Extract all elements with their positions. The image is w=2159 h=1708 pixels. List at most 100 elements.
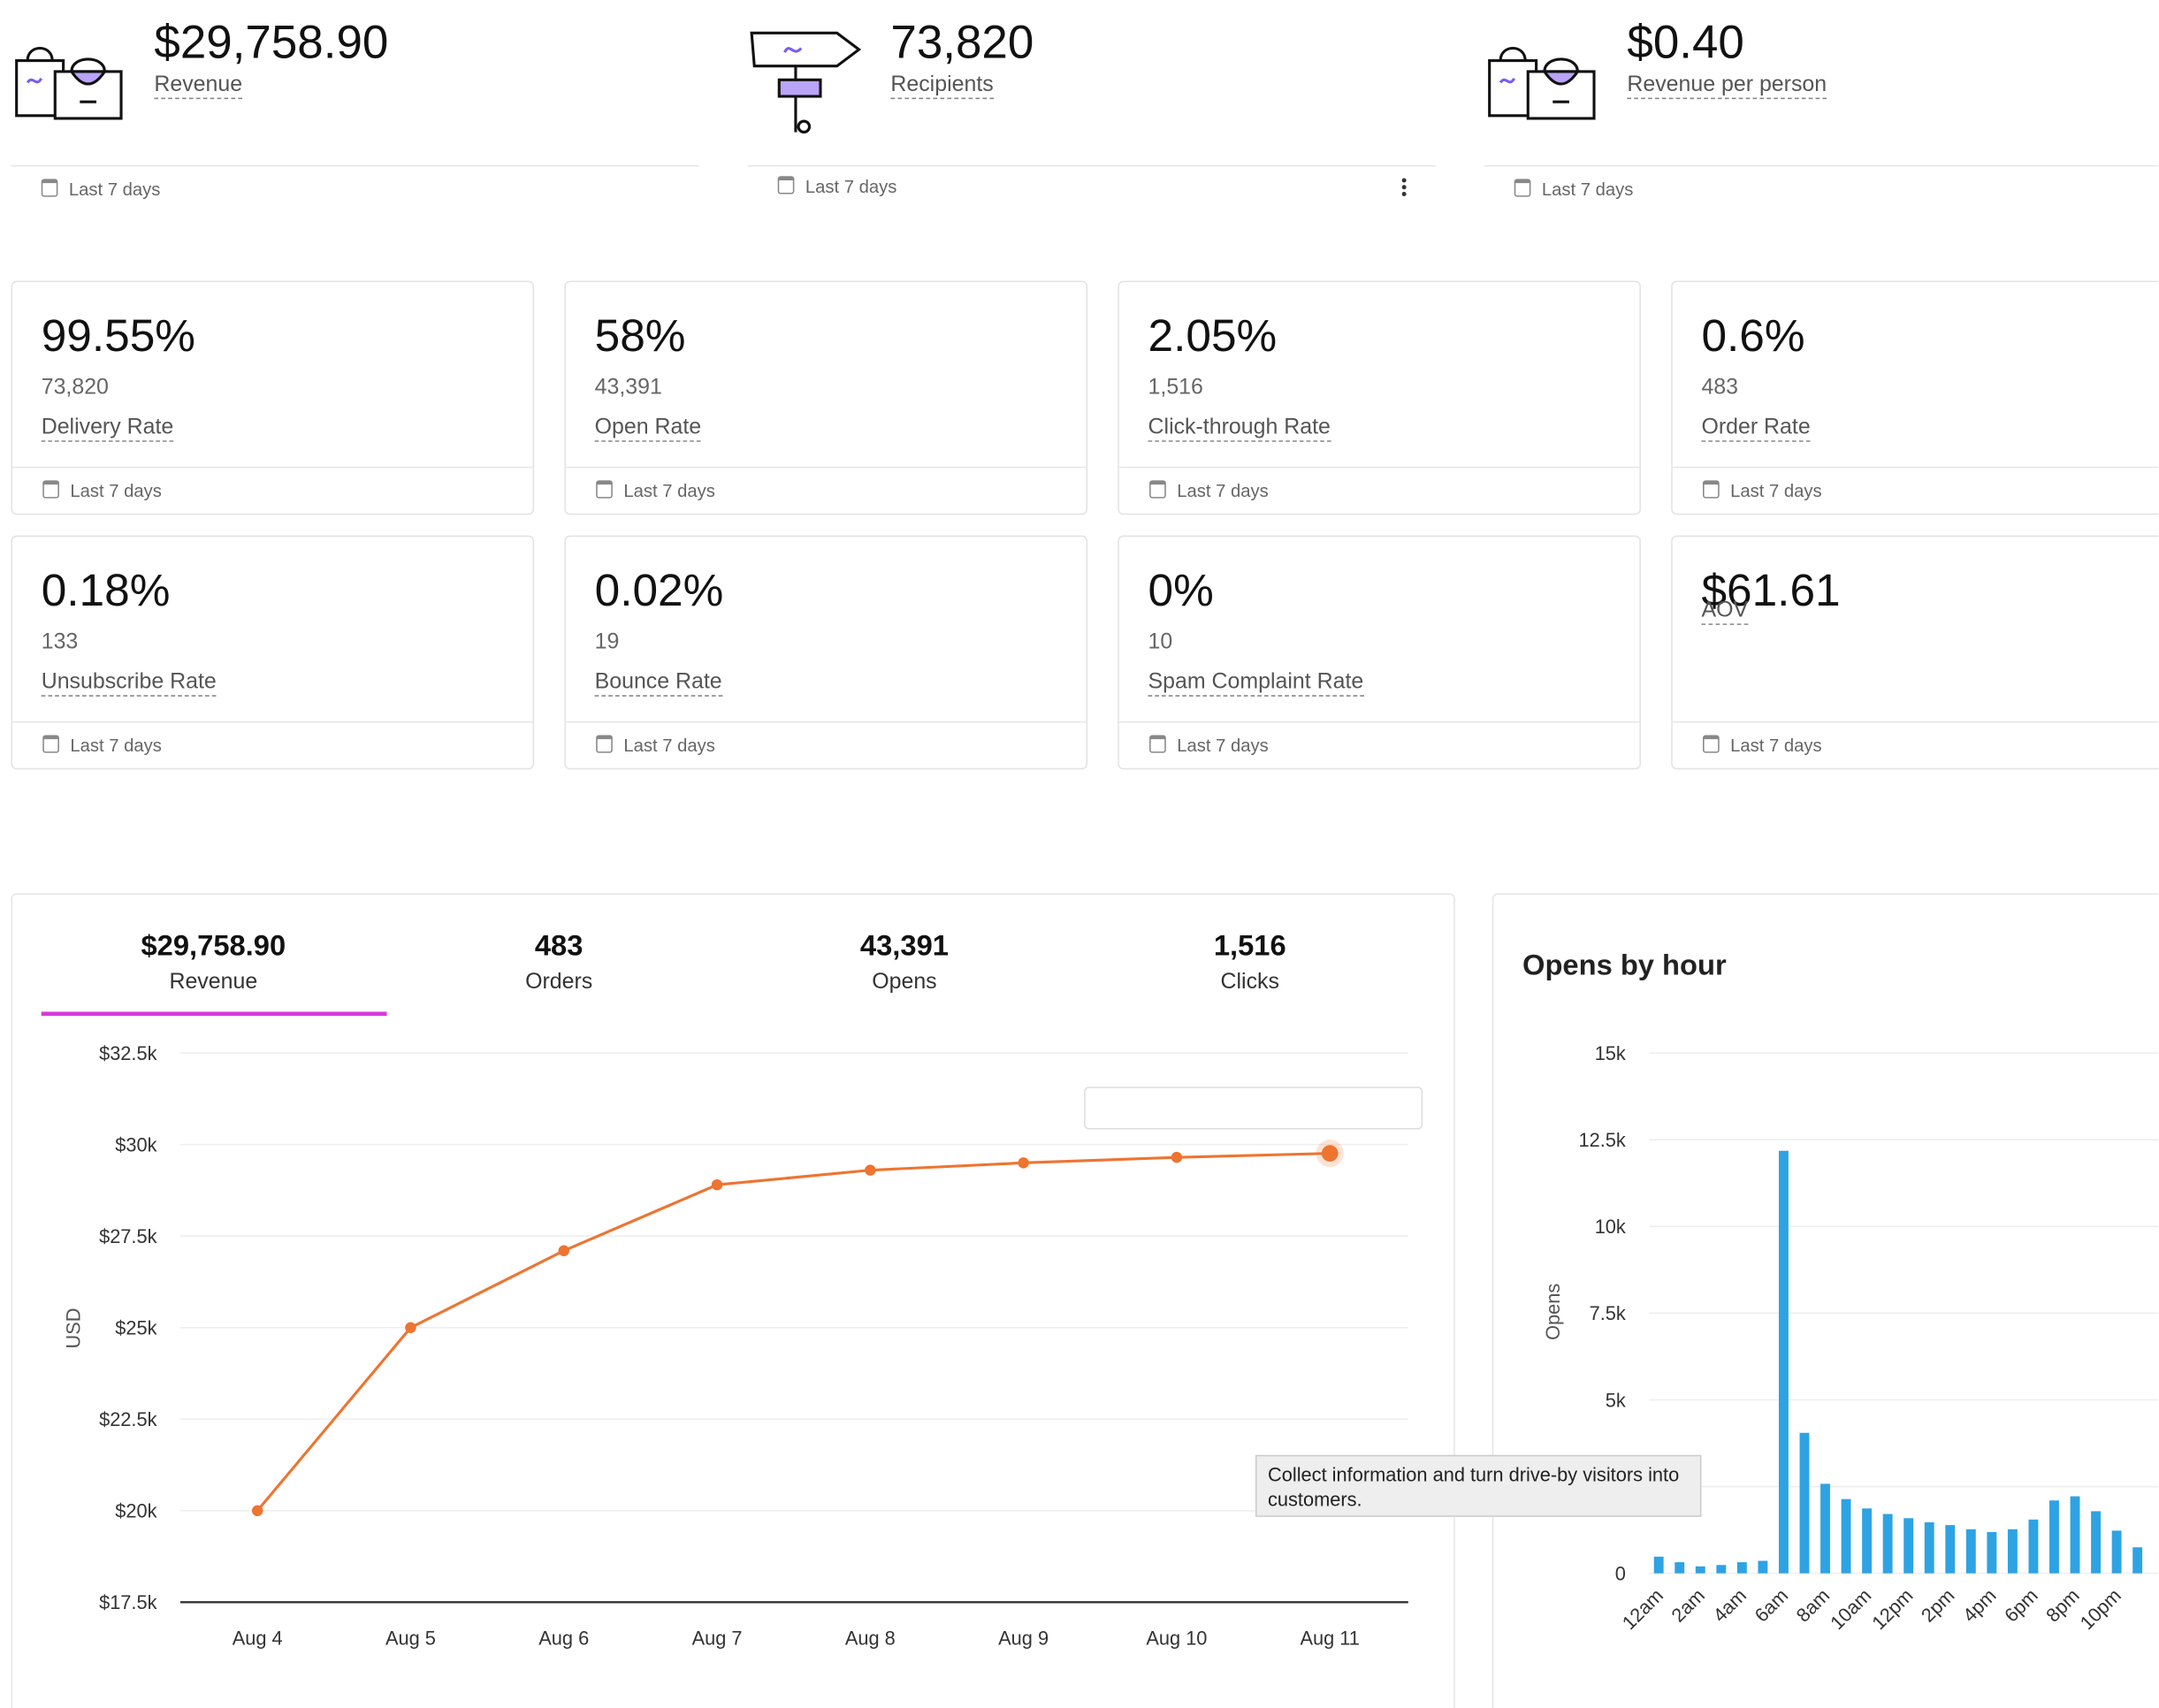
calendar-icon — [1149, 480, 1166, 499]
bar — [1945, 1525, 1956, 1574]
y-tick-label: $25k — [115, 1317, 156, 1339]
tooltip: Collect information and turn drive-by vi… — [1255, 1454, 1702, 1517]
divider — [565, 466, 1087, 469]
data-point — [711, 1178, 723, 1191]
data-point — [1171, 1151, 1183, 1163]
headline-value: $29,758.90 — [154, 16, 389, 69]
signpost-icon — [750, 31, 862, 134]
calendar-icon — [1514, 179, 1531, 197]
period-label: Last 7 days — [70, 480, 162, 501]
metric-card: 0.6% 483 Order Rate Last 7 days — [1671, 280, 2159, 515]
card-label: Bounce Rate — [594, 670, 722, 697]
card-label: Delivery Rate — [41, 416, 174, 442]
x-tick-label: 12am — [1618, 1584, 1667, 1634]
bar — [1695, 1566, 1705, 1574]
period: Last 7 days — [1703, 735, 1822, 756]
metric-card: 0.18% 133 Unsubscribe Rate Last 7 days — [11, 535, 535, 770]
tab-label: Opens — [872, 970, 937, 995]
x-tick-label: 6am — [1751, 1584, 1793, 1627]
card-value: 0.6% — [1701, 309, 1805, 361]
card-value: 0.02% — [594, 564, 724, 615]
x-tick-label: 6pm — [2000, 1584, 2042, 1627]
tab-value: 483 — [534, 930, 584, 963]
performance-panel — [11, 893, 1455, 1708]
card-label: Click-through Rate — [1148, 416, 1331, 442]
tab-label: Revenue — [169, 970, 258, 995]
bar — [1841, 1498, 1851, 1574]
bar — [2091, 1511, 2102, 1574]
card-value: 0% — [1148, 564, 1214, 615]
divider — [12, 721, 533, 723]
metric-card: 2.05% 1,516 Click-through Rate Last 7 days — [1118, 280, 1641, 515]
x-tick-label: 4pm — [1958, 1584, 2001, 1627]
period: Last 7 days — [777, 176, 897, 197]
x-tick-label: Aug 7 — [692, 1628, 743, 1650]
metric-card: 99.55% 73,820 Delivery Rate Last 7 days — [11, 280, 535, 515]
metric-card: 0% 10 Spam Complaint Rate Last 7 days — [1118, 535, 1641, 770]
data-point — [1018, 1157, 1029, 1169]
x-tick-label: Aug 5 — [385, 1628, 436, 1650]
divider — [747, 164, 1436, 167]
tab-value: 1,516 — [1213, 930, 1286, 963]
period: Last 7 days — [1149, 480, 1269, 501]
y-tick-label: $22.5k — [99, 1408, 157, 1430]
active-tab-underline — [41, 1011, 387, 1017]
bar — [1653, 1556, 1664, 1574]
hover-tooltip — [1084, 1087, 1423, 1130]
y-tick-label: $27.5k — [99, 1225, 157, 1247]
card-count: 19 — [594, 630, 620, 654]
divider — [1484, 164, 2159, 167]
card-value: 2.05% — [1148, 309, 1278, 361]
bar — [1965, 1529, 1976, 1574]
x-tick-label: Aug 4 — [233, 1628, 283, 1650]
headline-label: Recipients — [890, 73, 994, 100]
bar — [1903, 1518, 1914, 1574]
y-tick-label: 5k — [1606, 1389, 1626, 1411]
card-value: $61.61 — [1701, 564, 1841, 615]
metric-card: $61.61 AOV Last 7 days — [1671, 535, 2159, 770]
calendar-icon — [777, 176, 795, 194]
y-tick-label: $17.5k — [99, 1591, 157, 1613]
calendar-icon — [42, 735, 59, 753]
divider — [1118, 466, 1640, 469]
card-value: 99.55% — [41, 309, 195, 361]
period-label: Last 7 days — [1730, 480, 1822, 501]
headline-value: 73,820 — [890, 16, 1034, 69]
tab-label: Clicks — [1220, 970, 1279, 995]
period: Last 7 days — [42, 480, 162, 501]
card-value: 58% — [594, 309, 686, 361]
metric-card: 58% 43,391 Open Rate Last 7 days — [564, 280, 1088, 515]
card-count: 133 — [41, 630, 79, 654]
divider — [1672, 721, 2159, 723]
y-tick-label: $30k — [115, 1133, 156, 1155]
bar — [1862, 1508, 1873, 1574]
period-label: Last 7 days — [805, 176, 897, 197]
card-count: 43,391 — [594, 376, 662, 400]
calendar-icon — [1149, 735, 1166, 753]
y-tick-label: $20k — [115, 1500, 156, 1522]
bar — [1820, 1483, 1830, 1574]
period-label: Last 7 days — [1177, 480, 1269, 501]
card-value: 0.18% — [41, 564, 171, 615]
y-tick-label: 0 — [1615, 1562, 1626, 1584]
data-point — [1321, 1145, 1339, 1162]
card-label: Spam Complaint Rate — [1148, 670, 1364, 697]
divider — [12, 466, 533, 469]
x-tick-label: 4am — [1708, 1584, 1751, 1627]
y-tick-label: 15k — [1595, 1042, 1626, 1064]
bar — [1716, 1565, 1727, 1574]
period: Last 7 days — [42, 735, 162, 756]
metric-card: 0.02% 19 Bounce Rate Last 7 days — [564, 535, 1088, 770]
data-point — [405, 1322, 416, 1333]
card-label: Order Rate — [1701, 416, 1811, 442]
calendar-icon — [596, 735, 613, 753]
more-menu[interactable] — [1399, 176, 1409, 198]
bar — [1675, 1562, 1685, 1574]
divider — [565, 721, 1087, 723]
x-tick-label: Aug 11 — [1301, 1628, 1360, 1650]
calendar-icon — [41, 179, 58, 197]
period: Last 7 days — [596, 735, 715, 756]
divider — [1672, 466, 2159, 469]
data-point — [865, 1164, 876, 1176]
